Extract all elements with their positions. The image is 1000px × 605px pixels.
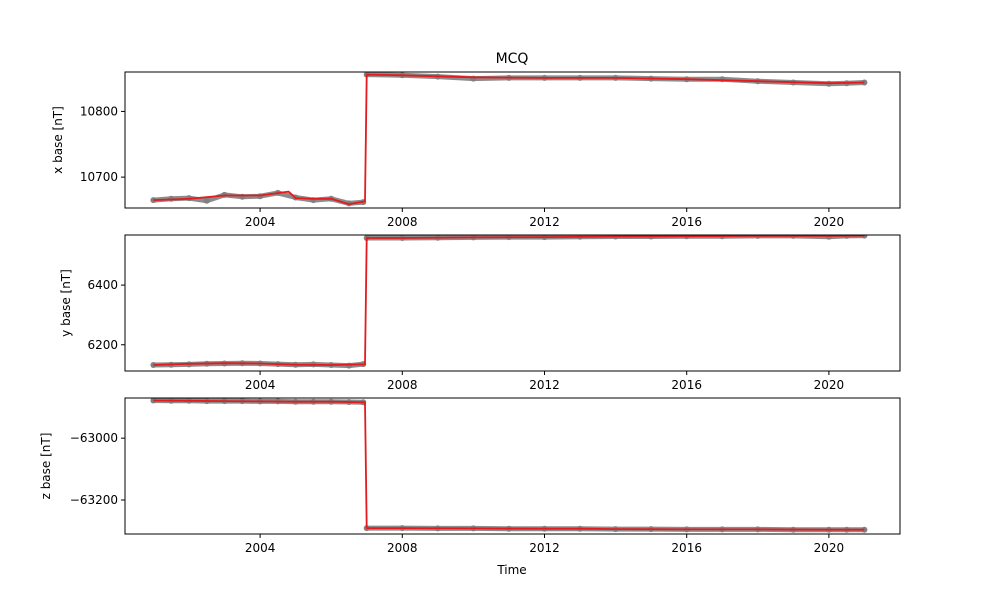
xlabel: Time [496,563,526,577]
xtick-label-y-1: 2008 [387,378,418,392]
panel-z: 2004 2008 2012 2016 2020 −63000 −63200 z base … [39,397,901,555]
smooth-line-x [153,73,865,205]
xtick-label-z-0: 2004 [245,541,276,555]
smooth-line-z [153,399,865,531]
xtick-label-z-2: 2012 [529,541,560,555]
panel-x: 2004 2008 2012 2016 2020 10700 10800 x base [n… [51,71,901,229]
plot-area-y: 2004 2008 2012 2016 2020 6200 6400 [87,234,901,392]
ytick-label-z-1: −63200 [70,493,118,507]
smooth-line-y [153,235,865,366]
ytick-label-y-1: 6400 [87,278,118,292]
xtick-label-z-1: 2008 [387,541,418,555]
ylabel-y: y base [nT] [59,269,73,337]
chart-title: MCQ [496,51,529,67]
xtick-label-z-3: 2016 [671,541,702,555]
plot-area-x: 2004 2008 2012 2016 2020 10700 10800 [80,71,901,229]
axes-frame-z [124,397,901,535]
series-group-z [150,398,868,533]
xtick-label-y-4: 2020 [814,378,845,392]
panel-y: 2004 2008 2012 2016 2020 6200 6400 y base [nT] [59,234,901,392]
xtick-label-x-4: 2020 [814,215,845,229]
ylabel-z: z base [nT] [39,433,53,500]
ytick-label-z-0: −63000 [70,431,118,445]
xtick-label-x-1: 2008 [387,215,418,229]
xtick-label-y-2: 2012 [529,378,560,392]
ytick-label-y-0: 6200 [87,338,118,352]
xtick-label-y-0: 2004 [245,378,276,392]
axes-frame-y [124,234,901,372]
xtick-label-x-0: 2004 [245,215,276,229]
series-group-y [150,235,868,369]
ylabel-x: x base [nT] [51,106,65,174]
data-point-x-23 [719,76,726,83]
data-point-x-3 [203,197,210,204]
xtick-label-x-3: 2016 [671,215,702,229]
xtick-label-x-2: 2012 [529,215,560,229]
axes-frame-x [124,71,901,209]
plot-area-z: 2004 2008 2012 2016 2020 −63000 −63200 [70,397,901,555]
xtick-label-z-4: 2020 [814,541,845,555]
xtick-label-y-3: 2016 [671,378,702,392]
ytick-label-x-0: 10700 [80,170,118,184]
ytick-label-x-1: 10800 [80,104,118,118]
series-group-x [150,72,868,207]
